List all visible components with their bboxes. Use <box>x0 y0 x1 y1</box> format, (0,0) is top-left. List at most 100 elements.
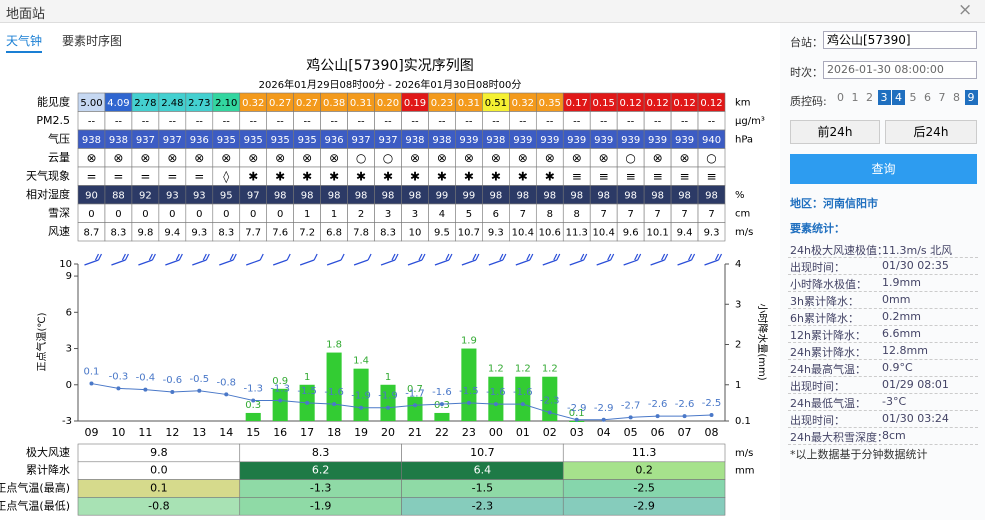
qc-code[interactable]: 2 <box>866 91 873 104</box>
qc-code[interactable]: 5 <box>909 91 917 104</box>
cell-text: 0 <box>223 209 229 220</box>
row-label: 天气现象 <box>26 168 70 182</box>
temperature-point <box>439 402 444 407</box>
x-tick-label: 05 <box>624 426 638 439</box>
cell-text: 5 <box>466 209 472 220</box>
point-label: -2.5 <box>702 398 722 409</box>
stat-row <box>788 394 978 411</box>
qc-code[interactable]: 3 <box>877 90 891 105</box>
temperature-point <box>251 398 256 403</box>
x-tick-label: 09 <box>84 426 98 439</box>
cell-text: -- <box>546 116 554 127</box>
window-title: 地面站 <box>6 7 46 22</box>
cell-text: 0 <box>142 209 148 220</box>
row-unit: cm <box>735 208 750 219</box>
summary-label: 正点气温(最低) <box>0 498 70 512</box>
chart-title: 鸡公山[57390]实况序列图 <box>306 57 473 74</box>
qc-code[interactable]: 1 <box>851 91 859 104</box>
qc-code[interactable]: 0 <box>837 91 844 104</box>
tab[interactable]: 要素时序图 <box>62 34 123 48</box>
cell-text: 93 <box>193 190 206 201</box>
qc-code[interactable]: 9 <box>964 90 978 105</box>
row-label: PM2.5 <box>36 114 70 127</box>
cell-text: 0.32 <box>512 98 534 109</box>
cell-text: ✱ <box>356 169 366 183</box>
cell-text: 938 <box>82 135 101 146</box>
temperature-point <box>493 402 498 407</box>
stat-value: 01/29 08:01 <box>882 378 949 391</box>
cell-text: ✱ <box>410 169 420 183</box>
precip-bar <box>380 384 396 421</box>
point-label: -0.6 <box>163 375 183 386</box>
cell-text: 1 <box>331 209 337 220</box>
row-unit: μg/m³ <box>735 116 765 127</box>
stat-label: 12h累计降水： <box>790 329 866 342</box>
cell-text: 0.12 <box>646 98 668 109</box>
cell-text: -- <box>681 116 689 127</box>
station-input[interactable]: 鸡公山[57390] <box>823 31 977 49</box>
point-label: -1.5 <box>459 386 479 397</box>
next-button[interactable]: 后24h <box>885 120 977 144</box>
stat-row <box>788 241 978 258</box>
cell-text: ⊗ <box>518 151 528 165</box>
summary-value: -1.3 <box>310 482 331 495</box>
row-label: 能见度 <box>37 94 70 108</box>
cell-text: 935 <box>217 135 236 146</box>
cell-text: 938 <box>405 135 424 146</box>
cell-text: 8.3 <box>380 227 396 238</box>
label: 质控码: <box>790 95 827 108</box>
summary-value: 6.2 <box>312 464 330 477</box>
temperature-point <box>89 381 94 386</box>
stat-label: 24h累计降水： <box>790 346 866 359</box>
x-tick-label: 10 <box>111 426 125 439</box>
cell-text: ⊗ <box>545 151 555 165</box>
cell-text: 0.23 <box>431 98 453 109</box>
cell-text: -- <box>357 116 365 127</box>
qc-code[interactable]: 7 <box>938 91 946 104</box>
cell-text: ⊗ <box>653 151 663 165</box>
cell-text: 938 <box>109 135 128 146</box>
x-tick-label: 11 <box>138 426 152 439</box>
query-button[interactable]: 查询 <box>790 154 977 184</box>
point-label: -2.9 <box>594 403 614 414</box>
stat-row <box>788 428 978 445</box>
qc-code[interactable]: 6 <box>924 91 931 104</box>
cell-text: 939 <box>675 135 694 146</box>
stats-title: 要素统计： <box>790 222 845 235</box>
stat-label: 24h最高气温： <box>790 363 866 376</box>
cell-text: 8.3 <box>218 227 234 238</box>
x-tick-label: 21 <box>408 426 422 439</box>
prev-button[interactable]: 前24h <box>790 120 880 144</box>
cell-text: -- <box>438 116 446 127</box>
cell-text: 0 <box>115 209 121 220</box>
stat-label: 出现时间： <box>790 414 845 427</box>
stat-label: 24h最大积雪深度： <box>790 431 888 444</box>
summary-value: 0.1 <box>150 482 168 495</box>
tab[interactable]: 天气钟 <box>6 32 43 53</box>
stat-row <box>788 360 978 377</box>
cell-text: 939 <box>567 135 586 146</box>
time-input[interactable]: 2026-01-30 08:00:00 <box>823 61 977 79</box>
cell-text: 3 <box>385 209 391 220</box>
wind-barb <box>192 253 210 266</box>
cell-text: 2.48 <box>161 98 183 109</box>
cell-text: -- <box>492 116 500 127</box>
wind-barb <box>407 253 426 266</box>
x-tick-label: 13 <box>192 426 206 439</box>
cell-text: ✱ <box>275 169 285 183</box>
stat-label: 3h累计降水： <box>790 295 859 308</box>
bar-label: 1.2 <box>488 364 504 375</box>
cell-text: 8.3 <box>110 227 126 238</box>
qc-code[interactable]: 8 <box>953 91 960 104</box>
region: 地区：河南信阳市 <box>790 197 878 210</box>
cell-text: -- <box>465 116 473 127</box>
cell-text: ⊗ <box>464 151 474 165</box>
qc-code[interactable]: 4 <box>892 90 905 105</box>
stat-value: 6.6mm <box>882 327 921 340</box>
label: 时次： <box>790 66 823 79</box>
cell-text: -- <box>708 116 716 127</box>
cell-text: 9.4 <box>164 227 180 238</box>
cell-text: 939 <box>459 135 478 146</box>
close-button[interactable]: × <box>958 0 973 20</box>
